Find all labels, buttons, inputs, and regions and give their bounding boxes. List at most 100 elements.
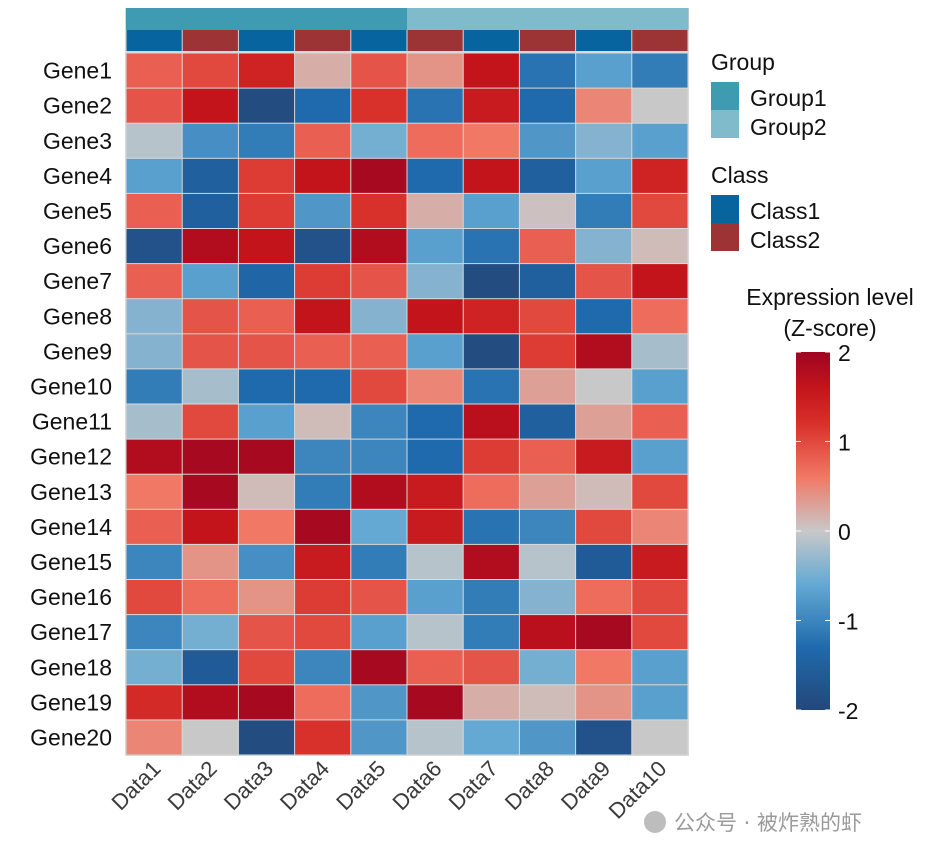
heatmap-cell [295, 193, 351, 228]
heatmap-cell [519, 299, 576, 334]
heatmap-cell [519, 53, 576, 88]
heatmap-cell [238, 53, 295, 88]
heatmap-cell [126, 580, 182, 615]
row-label: Gene12 [30, 444, 112, 470]
heatmap-cell [576, 123, 632, 158]
heatmap-cell [576, 264, 632, 299]
row-label: Gene13 [30, 479, 112, 505]
heatmap-cell [632, 509, 688, 544]
heatmap-cell [295, 369, 351, 404]
heatmap-cell [182, 509, 238, 544]
heatmap-cell [632, 369, 688, 404]
class-annotation-cell [407, 30, 463, 51]
heatmap-cell [182, 229, 238, 264]
heatmap-cell [295, 685, 351, 720]
column-label: Data3 [219, 756, 278, 815]
heatmap-cell [351, 158, 407, 193]
colorbar-tick-label: 2 [838, 340, 851, 366]
heatmap-cell [519, 474, 576, 509]
heatmap-cell [238, 229, 295, 264]
heatmap-cell [351, 685, 407, 720]
heatmap-cell [463, 544, 519, 579]
class-annotation-cell [576, 30, 632, 51]
colorbar [796, 352, 830, 710]
heatmap-cell [632, 474, 688, 509]
heatmap-cell [632, 544, 688, 579]
group-annotation-cell [407, 8, 464, 30]
heatmap-cell [632, 264, 688, 299]
heatmap-cell [238, 685, 295, 720]
legend-swatch-class2 [711, 223, 739, 251]
heatmap-cell [182, 53, 238, 88]
heatmap-cell [463, 580, 519, 615]
row-label: Gene7 [43, 268, 112, 294]
class-annotation-cell [126, 30, 182, 51]
heatmap-cell [295, 158, 351, 193]
heatmap-cell [407, 439, 463, 474]
heatmap-cell [182, 580, 238, 615]
heatmap-cell [463, 720, 519, 755]
heatmap-cell [632, 123, 688, 158]
heatmap-cell [351, 123, 407, 158]
heatmap-cell [519, 439, 576, 474]
row-label: Gene9 [43, 338, 112, 364]
row-label: Gene6 [43, 233, 112, 259]
heatmap-cell [182, 264, 238, 299]
heatmap-cell [351, 720, 407, 755]
heatmap-cell [632, 299, 688, 334]
heatmap-cell [295, 580, 351, 615]
heatmap-cell [238, 404, 295, 439]
heatmap-cell [182, 474, 238, 509]
heatmap-cell [576, 509, 632, 544]
heatmap-cell [407, 650, 463, 685]
heatmap-cell [576, 53, 632, 88]
heatmap-cell [126, 474, 182, 509]
heatmap-cell [182, 123, 238, 158]
heatmap-cell [407, 404, 463, 439]
heatmap-cell [407, 615, 463, 650]
wechat-icon [644, 811, 666, 833]
heatmap-cells [125, 8, 689, 756]
row-label: Gene16 [30, 584, 112, 610]
heatmap-cell [632, 615, 688, 650]
legend-swatch-group2 [711, 110, 739, 138]
heatmap-cell [407, 685, 463, 720]
heatmap-cell [126, 88, 182, 123]
heatmap-cell [238, 123, 295, 158]
heatmap-cell [463, 509, 519, 544]
heatmap-cell [126, 720, 182, 755]
heatmap-cell [126, 509, 182, 544]
column-label: Data8 [500, 756, 559, 815]
heatmap-cell [238, 580, 295, 615]
row-label: Gene11 [32, 409, 112, 435]
group-annotation-cell [126, 8, 183, 30]
heatmap-cell [126, 123, 182, 158]
heatmap-cell [182, 193, 238, 228]
group-annotation-cell [575, 8, 633, 30]
column-annotations [126, 8, 689, 51]
heatmap-cell [182, 685, 238, 720]
row-label: Gene17 [30, 619, 112, 645]
row-label: Gene14 [30, 514, 112, 540]
heatmap-cell [632, 650, 688, 685]
heatmap-cell [182, 650, 238, 685]
heatmap-cell [182, 404, 238, 439]
colorbar-title-line2: (Z-score) [783, 315, 876, 341]
heatmap-cell [126, 193, 182, 228]
heatmap-cell [519, 88, 576, 123]
heatmap-cell [351, 229, 407, 264]
class-annotation-cell [351, 30, 407, 51]
heatmap-cell [126, 404, 182, 439]
heatmap-cell [295, 509, 351, 544]
heatmap-cell [238, 299, 295, 334]
heatmap-cell [295, 720, 351, 755]
heatmap-cell [463, 299, 519, 334]
heatmap-cell [295, 53, 351, 88]
heatmap-cell [238, 264, 295, 299]
heatmap-cell [407, 264, 463, 299]
heatmap-cell [519, 650, 576, 685]
heatmap-cell [632, 334, 688, 369]
column-label: Data1 [106, 756, 165, 815]
heatmap-cell [182, 334, 238, 369]
heatmap-cell [519, 193, 576, 228]
